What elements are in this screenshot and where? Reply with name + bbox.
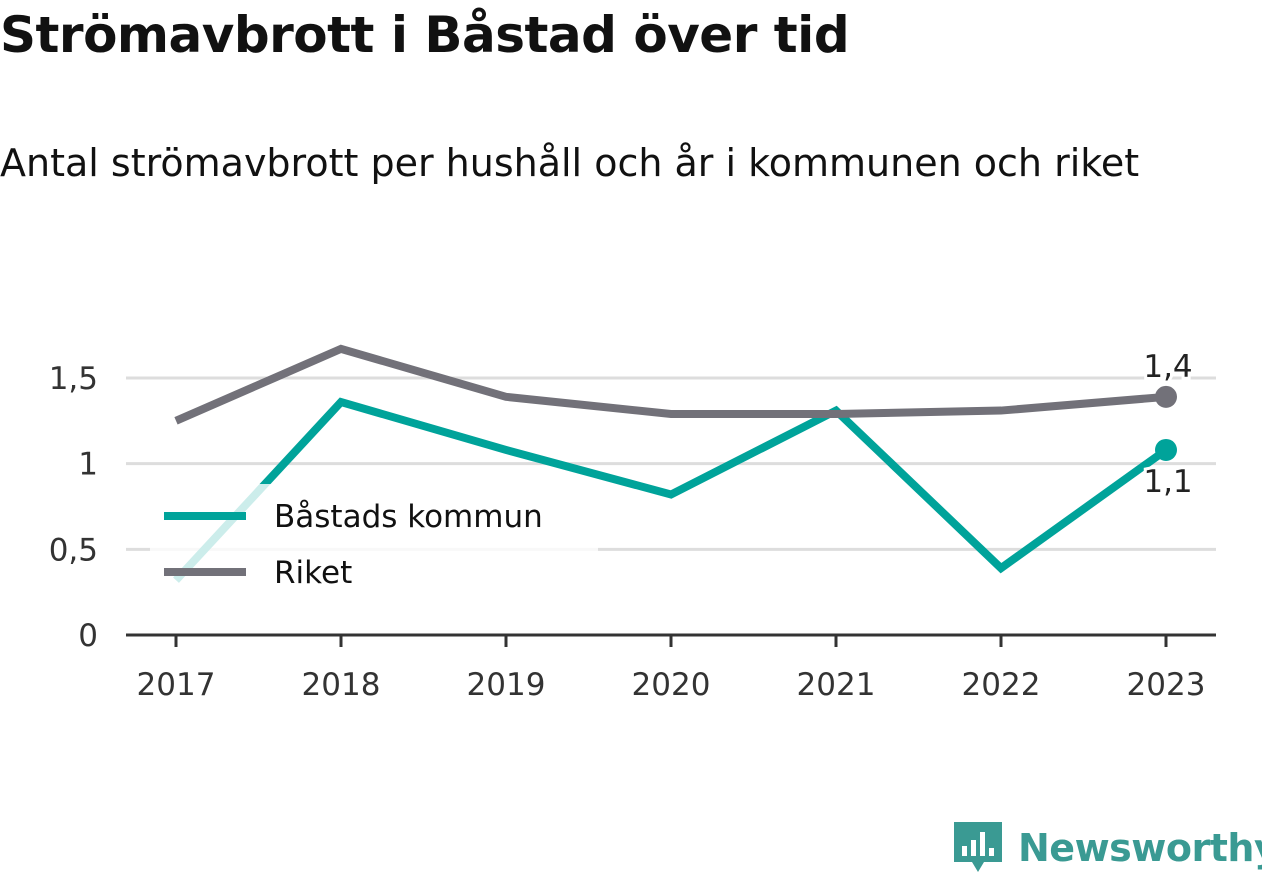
data-labels: 1,1 1,4	[1140, 346, 1195, 503]
legend-label: Riket	[274, 555, 352, 591]
x-tick-label: 2022	[962, 667, 1041, 703]
y-tick-label: 0,5	[49, 532, 98, 568]
x-tick-label: 2021	[797, 667, 876, 703]
x-axis: 2017 2018 2019 2020 2021 2022 2023	[126, 633, 1216, 703]
y-tick-label: 0	[78, 618, 98, 654]
y-tick-label: 1	[78, 447, 98, 483]
legend: Båstads kommun Riket	[150, 484, 598, 596]
legend-label: Båstads kommun	[274, 499, 543, 535]
end-point	[1155, 385, 1177, 408]
legend-background	[150, 484, 598, 596]
chart-subtitle: Antal strömavbrott per hushåll och år i …	[0, 141, 1140, 185]
end-point	[1155, 438, 1177, 461]
y-tick-label: 1,5	[49, 361, 98, 397]
newsworthy-brand: Newsworthy	[950, 818, 1262, 878]
x-tick-label: 2017	[137, 667, 216, 703]
y-axis-ticks: 0 0,5 1 1,5	[49, 361, 98, 654]
x-tick-label: 2020	[632, 667, 711, 703]
series-lines	[173, 344, 1169, 583]
series-line-kommun	[173, 397, 1169, 583]
series-line-riket	[174, 344, 1167, 425]
data-label: 1,1	[1143, 464, 1192, 500]
chart-title: Strömavbrott i Båstad över tid	[0, 6, 850, 64]
x-tick-label: 2019	[467, 667, 546, 703]
x-tick-label: 2018	[302, 667, 381, 703]
data-label: 1,4	[1143, 349, 1192, 385]
newsworthy-logo-icon	[954, 822, 1002, 872]
series-end-points	[1155, 385, 1177, 461]
x-tick-label: 2023	[1127, 667, 1206, 703]
brand-name: Newsworthy	[1018, 826, 1262, 870]
